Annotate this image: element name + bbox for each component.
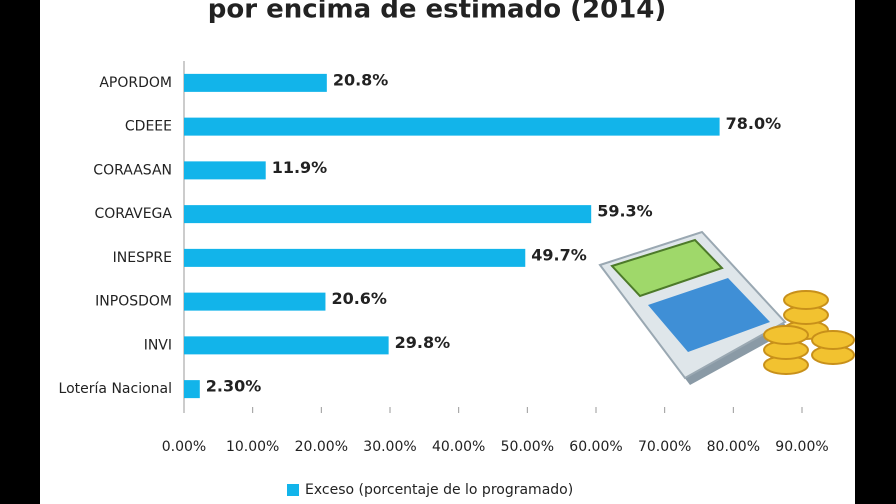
x-tick-label: 0.00% xyxy=(162,439,206,455)
chart-title: por encima de estimado (2014) xyxy=(208,0,667,25)
value-label: 20.8% xyxy=(333,70,389,89)
bar xyxy=(184,205,592,224)
x-tick-label: 90.00% xyxy=(775,439,828,455)
value-label: 2.30% xyxy=(206,377,262,396)
x-tick-label: 50.00% xyxy=(501,439,554,455)
bar xyxy=(184,380,200,399)
y-tick-label: Lotería Nacional xyxy=(59,381,172,397)
calculator-keys xyxy=(648,278,770,352)
bar xyxy=(184,292,326,311)
y-tick-label: CORAASAN xyxy=(93,162,172,178)
bar xyxy=(184,117,720,136)
x-tick-label: 70.00% xyxy=(638,439,691,455)
x-tick-label: 40.00% xyxy=(432,439,485,455)
value-label: 78.0% xyxy=(726,114,782,133)
legend-label: Exceso (porcentaje de lo programado) xyxy=(305,482,573,498)
y-tick-label: APORDOM xyxy=(99,75,172,91)
x-tick-label: 10.00% xyxy=(226,439,279,455)
x-tick-label: 80.00% xyxy=(707,439,760,455)
value-label: 49.7% xyxy=(531,245,587,264)
calculator-screen xyxy=(610,238,724,298)
x-tick-label: 60.00% xyxy=(569,439,622,455)
y-tick-label: INESPRE xyxy=(113,250,172,266)
value-label: 59.3% xyxy=(597,202,653,221)
value-label: 20.6% xyxy=(331,289,387,308)
bar xyxy=(184,161,266,180)
bar xyxy=(184,73,327,92)
value-label: 29.8% xyxy=(395,333,451,352)
y-tick-label: CDEEE xyxy=(125,119,172,135)
value-label: 11.9% xyxy=(272,158,328,177)
bar xyxy=(184,336,389,355)
legend-swatch xyxy=(287,484,299,496)
x-tick-label: 30.00% xyxy=(363,439,416,455)
calculator-illustration xyxy=(598,230,855,385)
x-tick-label: 20.00% xyxy=(295,439,348,455)
y-tick-label: INPOSDOM xyxy=(95,294,172,310)
bar xyxy=(184,248,526,267)
coins xyxy=(763,290,855,375)
y-tick-label: CORAVEGA xyxy=(95,206,173,222)
y-tick-label: INVI xyxy=(144,337,172,353)
